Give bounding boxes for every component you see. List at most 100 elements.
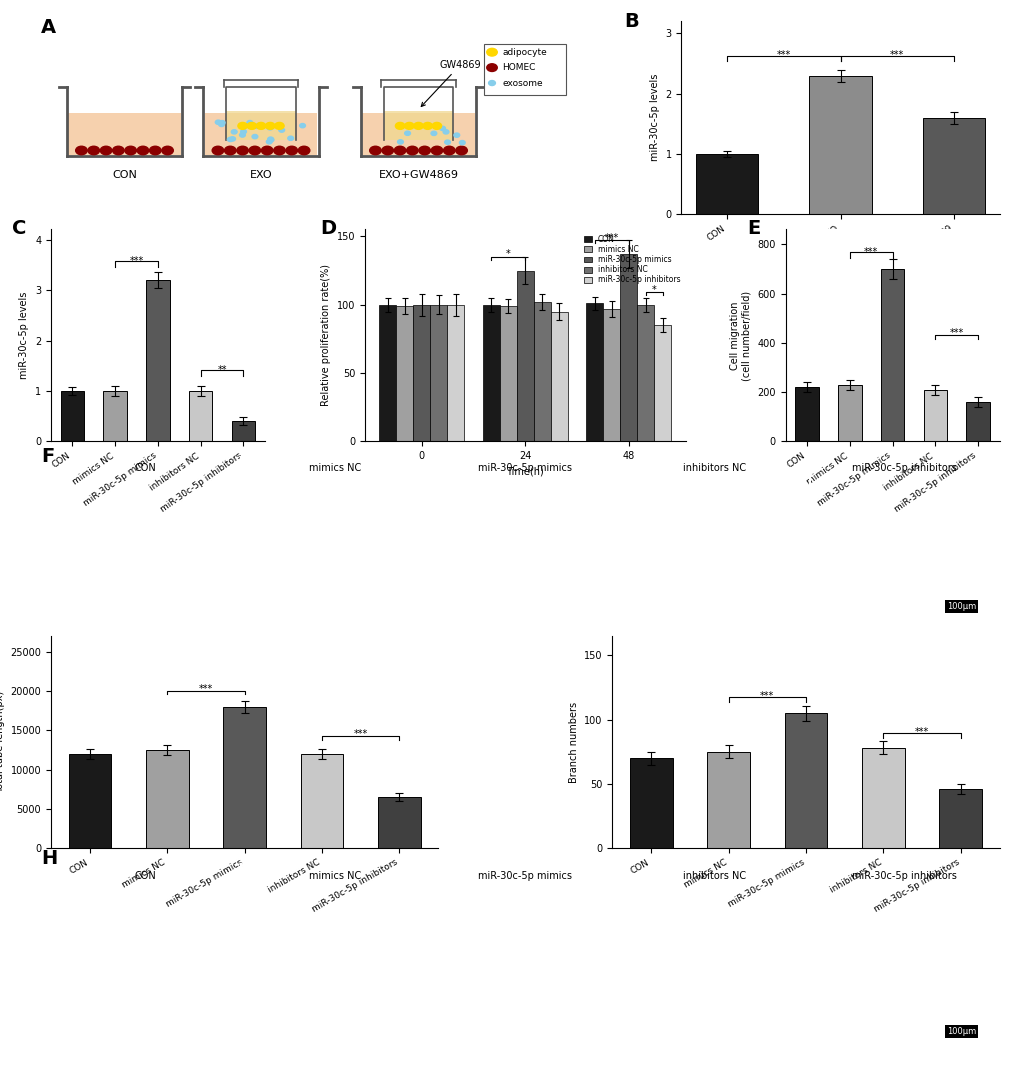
- Circle shape: [124, 146, 137, 155]
- Text: ***: ***: [890, 49, 904, 60]
- Bar: [707, 752, 749, 848]
- Bar: [637, 304, 653, 441]
- Text: CON: CON: [135, 870, 157, 881]
- Text: HOMEC: HOMEC: [502, 63, 535, 73]
- Circle shape: [407, 146, 418, 155]
- Bar: [880, 269, 904, 441]
- Text: *: *: [505, 249, 511, 260]
- Text: ***: ***: [863, 247, 877, 256]
- Bar: [533, 302, 550, 441]
- Text: miR-30c-5p inhibitors: miR-30c-5p inhibitors: [852, 464, 956, 473]
- Text: miR-30c-5p inhibitors: miR-30c-5p inhibitors: [852, 870, 956, 881]
- Bar: [146, 750, 189, 848]
- Circle shape: [218, 123, 224, 126]
- Y-axis label: Cell migration
(cell number/field): Cell migration (cell number/field): [730, 290, 751, 380]
- Circle shape: [381, 146, 393, 155]
- Circle shape: [227, 138, 233, 142]
- Circle shape: [150, 146, 161, 155]
- Circle shape: [486, 64, 497, 72]
- Circle shape: [439, 126, 445, 130]
- Bar: [861, 748, 904, 848]
- Bar: [430, 304, 447, 441]
- Circle shape: [431, 146, 442, 155]
- Circle shape: [252, 135, 258, 139]
- Text: H: H: [42, 849, 58, 868]
- Text: miR-30c-5p mimics: miR-30c-5p mimics: [478, 870, 572, 881]
- Bar: [61, 391, 85, 441]
- Text: ***: ***: [759, 691, 773, 701]
- Bar: [447, 304, 464, 441]
- Circle shape: [488, 80, 495, 85]
- Bar: [68, 113, 180, 155]
- Bar: [362, 113, 474, 155]
- Circle shape: [443, 146, 454, 155]
- Circle shape: [215, 120, 221, 124]
- Circle shape: [265, 123, 275, 129]
- Text: 100μm: 100μm: [946, 1026, 975, 1036]
- Circle shape: [394, 146, 406, 155]
- Circle shape: [112, 146, 124, 155]
- Bar: [620, 254, 637, 441]
- Y-axis label: miR-30c-5p levels: miR-30c-5p levels: [19, 292, 30, 379]
- Text: CON: CON: [112, 170, 137, 179]
- Circle shape: [278, 128, 284, 132]
- Circle shape: [285, 146, 298, 155]
- Bar: [630, 758, 672, 848]
- Circle shape: [75, 146, 88, 155]
- Circle shape: [268, 138, 274, 142]
- Circle shape: [247, 121, 253, 125]
- Text: ***: ***: [949, 328, 963, 339]
- Circle shape: [88, 146, 100, 155]
- Circle shape: [247, 123, 257, 129]
- Bar: [922, 117, 984, 214]
- Text: mimics NC: mimics NC: [309, 464, 362, 473]
- Circle shape: [405, 131, 410, 136]
- Text: CON: CON: [135, 464, 157, 473]
- Circle shape: [249, 146, 261, 155]
- Bar: [231, 421, 255, 441]
- Circle shape: [455, 146, 467, 155]
- Circle shape: [266, 140, 272, 144]
- Bar: [378, 797, 420, 848]
- Text: ***: ***: [129, 256, 144, 266]
- Circle shape: [397, 140, 403, 144]
- Bar: [795, 388, 818, 441]
- Bar: [586, 303, 602, 441]
- Bar: [653, 326, 671, 441]
- Text: GW4869: GW4869: [421, 60, 481, 107]
- Bar: [965, 402, 988, 441]
- Bar: [602, 309, 620, 441]
- Text: 100μm: 100μm: [946, 602, 975, 611]
- Text: A: A: [41, 17, 56, 36]
- Y-axis label: Relative proliferation rate(%): Relative proliferation rate(%): [321, 265, 331, 407]
- Circle shape: [298, 146, 310, 155]
- Text: miR-30c-5p mimics: miR-30c-5p mimics: [478, 464, 572, 473]
- Circle shape: [274, 123, 284, 129]
- Bar: [396, 307, 413, 441]
- Text: ***: ***: [604, 233, 619, 242]
- Y-axis label: Branch numbers: Branch numbers: [568, 702, 578, 783]
- Circle shape: [444, 140, 450, 144]
- Circle shape: [212, 146, 223, 155]
- Circle shape: [287, 136, 293, 140]
- Bar: [838, 384, 861, 441]
- Bar: [383, 111, 452, 141]
- Text: D: D: [320, 219, 335, 238]
- Text: ***: ***: [199, 684, 213, 693]
- Text: F: F: [42, 447, 55, 466]
- Circle shape: [224, 146, 235, 155]
- Text: EXO+GW4869: EXO+GW4869: [378, 170, 459, 179]
- Circle shape: [423, 123, 432, 129]
- Circle shape: [231, 129, 236, 134]
- Legend: CON, mimics NC, miR-30c-5p mimics, inhibitors NC, miR-30c-5p inhibitors: CON, mimics NC, miR-30c-5p mimics, inhib…: [582, 233, 682, 286]
- Bar: [189, 391, 212, 441]
- Bar: [413, 304, 430, 441]
- Circle shape: [100, 146, 112, 155]
- Text: ***: ***: [775, 49, 790, 60]
- Bar: [205, 113, 317, 155]
- Circle shape: [254, 124, 260, 128]
- Bar: [499, 307, 517, 441]
- Circle shape: [414, 123, 423, 129]
- Bar: [223, 707, 266, 848]
- Bar: [484, 45, 565, 95]
